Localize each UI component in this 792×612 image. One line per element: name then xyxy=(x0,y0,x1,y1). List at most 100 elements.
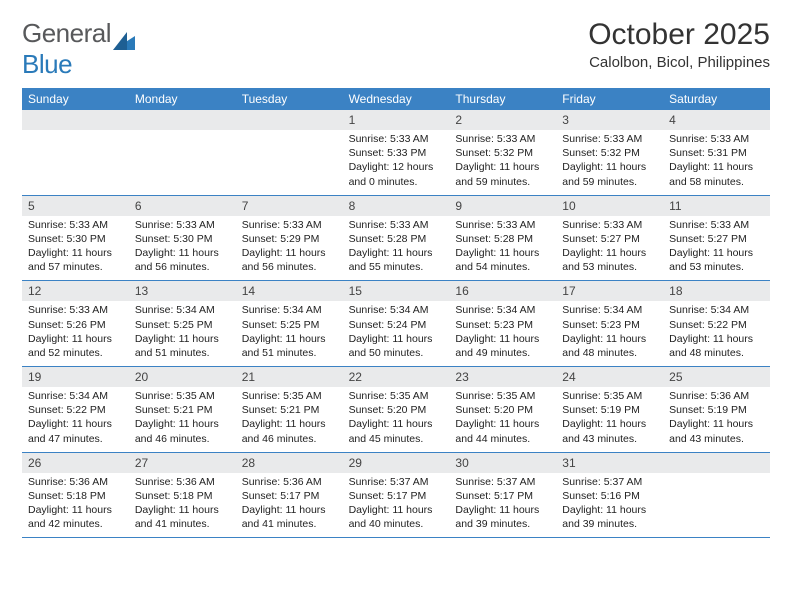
day-body: Sunrise: 5:36 AMSunset: 5:18 PMDaylight:… xyxy=(129,473,236,538)
daylight-text: Daylight: 11 hours and 55 minutes. xyxy=(349,246,444,274)
daylight-text: Daylight: 11 hours and 41 minutes. xyxy=(135,503,230,531)
sunrise-text: Sunrise: 5:37 AM xyxy=(562,475,657,489)
title-block: October 2025 Calolbon, Bicol, Philippine… xyxy=(588,18,770,71)
sunset-text: Sunset: 5:21 PM xyxy=(242,403,337,417)
sunset-text: Sunset: 5:19 PM xyxy=(669,403,764,417)
day-body: Sunrise: 5:33 AMSunset: 5:29 PMDaylight:… xyxy=(236,216,343,281)
day-headers: Sunday Monday Tuesday Wednesday Thursday… xyxy=(22,88,770,110)
calendar-week: 567891011Sunrise: 5:33 AMSunset: 5:30 PM… xyxy=(22,196,770,282)
day-number xyxy=(22,110,129,130)
sunset-text: Sunset: 5:20 PM xyxy=(349,403,444,417)
day-number: 4 xyxy=(663,110,770,130)
day-body: Sunrise: 5:33 AMSunset: 5:32 PMDaylight:… xyxy=(449,130,556,195)
daylight-text: Daylight: 11 hours and 51 minutes. xyxy=(242,332,337,360)
day-body: Sunrise: 5:37 AMSunset: 5:17 PMDaylight:… xyxy=(343,473,450,538)
sunset-text: Sunset: 5:23 PM xyxy=(455,318,550,332)
day-number: 15 xyxy=(343,281,450,301)
sunset-text: Sunset: 5:30 PM xyxy=(135,232,230,246)
day-number xyxy=(129,110,236,130)
day-body: Sunrise: 5:34 AMSunset: 5:25 PMDaylight:… xyxy=(129,301,236,366)
day-number: 10 xyxy=(556,196,663,216)
day-body: Sunrise: 5:36 AMSunset: 5:17 PMDaylight:… xyxy=(236,473,343,538)
day-header: Saturday xyxy=(663,88,770,110)
sunrise-text: Sunrise: 5:33 AM xyxy=(562,218,657,232)
day-number: 28 xyxy=(236,453,343,473)
weeks-container: 1 23 4 Sunrise: 5:33 AM Sunset: 5:33 PM Dayli… xyxy=(22,110,770,538)
day-number: 16 xyxy=(449,281,556,301)
daylight-text: Daylight: 11 hours and 46 minutes. xyxy=(135,417,230,445)
logo-word2: Blue xyxy=(22,49,72,79)
daylight-text: Daylight: 11 hours and 56 minutes. xyxy=(242,246,337,274)
calendar-week: 1234Sunrise: 5:33 AMSunset: 5:33 PMDayli… xyxy=(22,110,770,196)
sunrise-text: Sunrise: 5:34 AM xyxy=(242,303,337,317)
daylight-text: Daylight: 11 hours and 39 minutes. xyxy=(562,503,657,531)
daylight-text: Daylight: 11 hours and 39 minutes. xyxy=(455,503,550,531)
day-number: 26 xyxy=(22,453,129,473)
sunset-text: Sunset: 5:21 PM xyxy=(135,403,230,417)
day-body: Sunrise: 5:35 AMSunset: 5:20 PMDaylight:… xyxy=(343,387,450,452)
daylight-text: Daylight: 11 hours and 59 minutes. xyxy=(562,160,657,188)
sunrise-text: Sunrise: 5:33 AM xyxy=(28,303,123,317)
day-number: 17 xyxy=(556,281,663,301)
day-header: Monday xyxy=(129,88,236,110)
sunrise-text: Sunrise: 5:33 AM xyxy=(28,218,123,232)
day-number: 20 xyxy=(129,367,236,387)
day-number: 14 xyxy=(236,281,343,301)
sunset-text: Sunset: 5:29 PM xyxy=(242,232,337,246)
daylight-text: Daylight: 11 hours and 43 minutes. xyxy=(562,417,657,445)
sunrise-text: Sunrise: 5:33 AM xyxy=(349,218,444,232)
day-number: 13 xyxy=(129,281,236,301)
sunrise-text: Sunrise: 5:33 AM xyxy=(669,132,764,146)
sunset-text: Sunset: 5:25 PM xyxy=(242,318,337,332)
day-body: Sunrise: 5:34 AMSunset: 5:22 PMDaylight:… xyxy=(22,387,129,452)
day-header: Tuesday xyxy=(236,88,343,110)
daylight-text: Daylight: 11 hours and 48 minutes. xyxy=(562,332,657,360)
sunset-text: Sunset: 5:28 PM xyxy=(349,232,444,246)
sunset-text: Sunset: 5:28 PM xyxy=(455,232,550,246)
day-body: Sunrise: 5:33 AMSunset: 5:30 PMDaylight:… xyxy=(22,216,129,281)
day-body: Sunrise: 5:36 AMSunset: 5:19 PMDaylight:… xyxy=(663,387,770,452)
daylight-text: Daylight: 11 hours and 49 minutes. xyxy=(455,332,550,360)
sunrise-text: Sunrise: 5:34 AM xyxy=(135,303,230,317)
sunrise-text: Sunrise: 5:34 AM xyxy=(349,303,444,317)
sunset-text: Sunset: 5:33 PM xyxy=(349,146,444,160)
sunrise-text: Sunrise: 5:36 AM xyxy=(242,475,337,489)
sunrise-text: Sunrise: 5:33 AM xyxy=(669,218,764,232)
sunrise-text: Sunrise: 5:36 AM xyxy=(28,475,123,489)
daylight-text: Daylight: 11 hours and 47 minutes. xyxy=(28,417,123,445)
day-header: Wednesday xyxy=(343,88,450,110)
day-number: 23 xyxy=(449,367,556,387)
day-number: 29 xyxy=(343,453,450,473)
sunset-text: Sunset: 5:24 PM xyxy=(349,318,444,332)
daylight-text: Daylight: 11 hours and 53 minutes. xyxy=(669,246,764,274)
sunset-text: Sunset: 5:20 PM xyxy=(455,403,550,417)
day-body: Sunrise: 5:35 AMSunset: 5:19 PMDaylight:… xyxy=(556,387,663,452)
day-number: 7 xyxy=(236,196,343,216)
calendar-week: 19202122232425Sunrise: 5:34 AMSunset: 5:… xyxy=(22,367,770,453)
daylight-text: Daylight: 11 hours and 58 minutes. xyxy=(669,160,764,188)
day-number: 3 xyxy=(556,110,663,130)
day-number xyxy=(236,110,343,130)
day-header: Friday xyxy=(556,88,663,110)
day-body: Sunrise: 5:37 AMSunset: 5:16 PMDaylight:… xyxy=(556,473,663,538)
day-body: Sunrise: 5:33 AMSunset: 5:28 PMDaylight:… xyxy=(449,216,556,281)
sunset-text: Sunset: 5:18 PM xyxy=(28,489,123,503)
sunrise-text: Sunrise: 5:37 AM xyxy=(455,475,550,489)
sunrise-text: Sunrise: 5:35 AM xyxy=(349,389,444,403)
sunset-text: Sunset: 5:31 PM xyxy=(669,146,764,160)
day-body: Sunrise: 5:37 AMSunset: 5:17 PMDaylight:… xyxy=(449,473,556,538)
sunset-text: Sunset: 5:18 PM xyxy=(135,489,230,503)
sunrise-text: Sunrise: 5:37 AM xyxy=(349,475,444,489)
daylight-text: Daylight: 11 hours and 54 minutes. xyxy=(455,246,550,274)
sunrise-text: Sunrise: 5:33 AM xyxy=(455,132,550,146)
sunset-text: Sunset: 5:22 PM xyxy=(28,403,123,417)
day-number: 25 xyxy=(663,367,770,387)
daylight-text: Daylight: 11 hours and 43 minutes. xyxy=(669,417,764,445)
day-body: Sunrise: 5:34 AMSunset: 5:22 PMDaylight:… xyxy=(663,301,770,366)
day-number: 1 xyxy=(343,110,450,130)
sunrise-text: Sunrise: 5:36 AM xyxy=(135,475,230,489)
day-number: 24 xyxy=(556,367,663,387)
sunrise-text: Sunrise: 5:36 AM xyxy=(669,389,764,403)
day-header: Thursday xyxy=(449,88,556,110)
sunrise-text: Sunrise: 5:35 AM xyxy=(135,389,230,403)
